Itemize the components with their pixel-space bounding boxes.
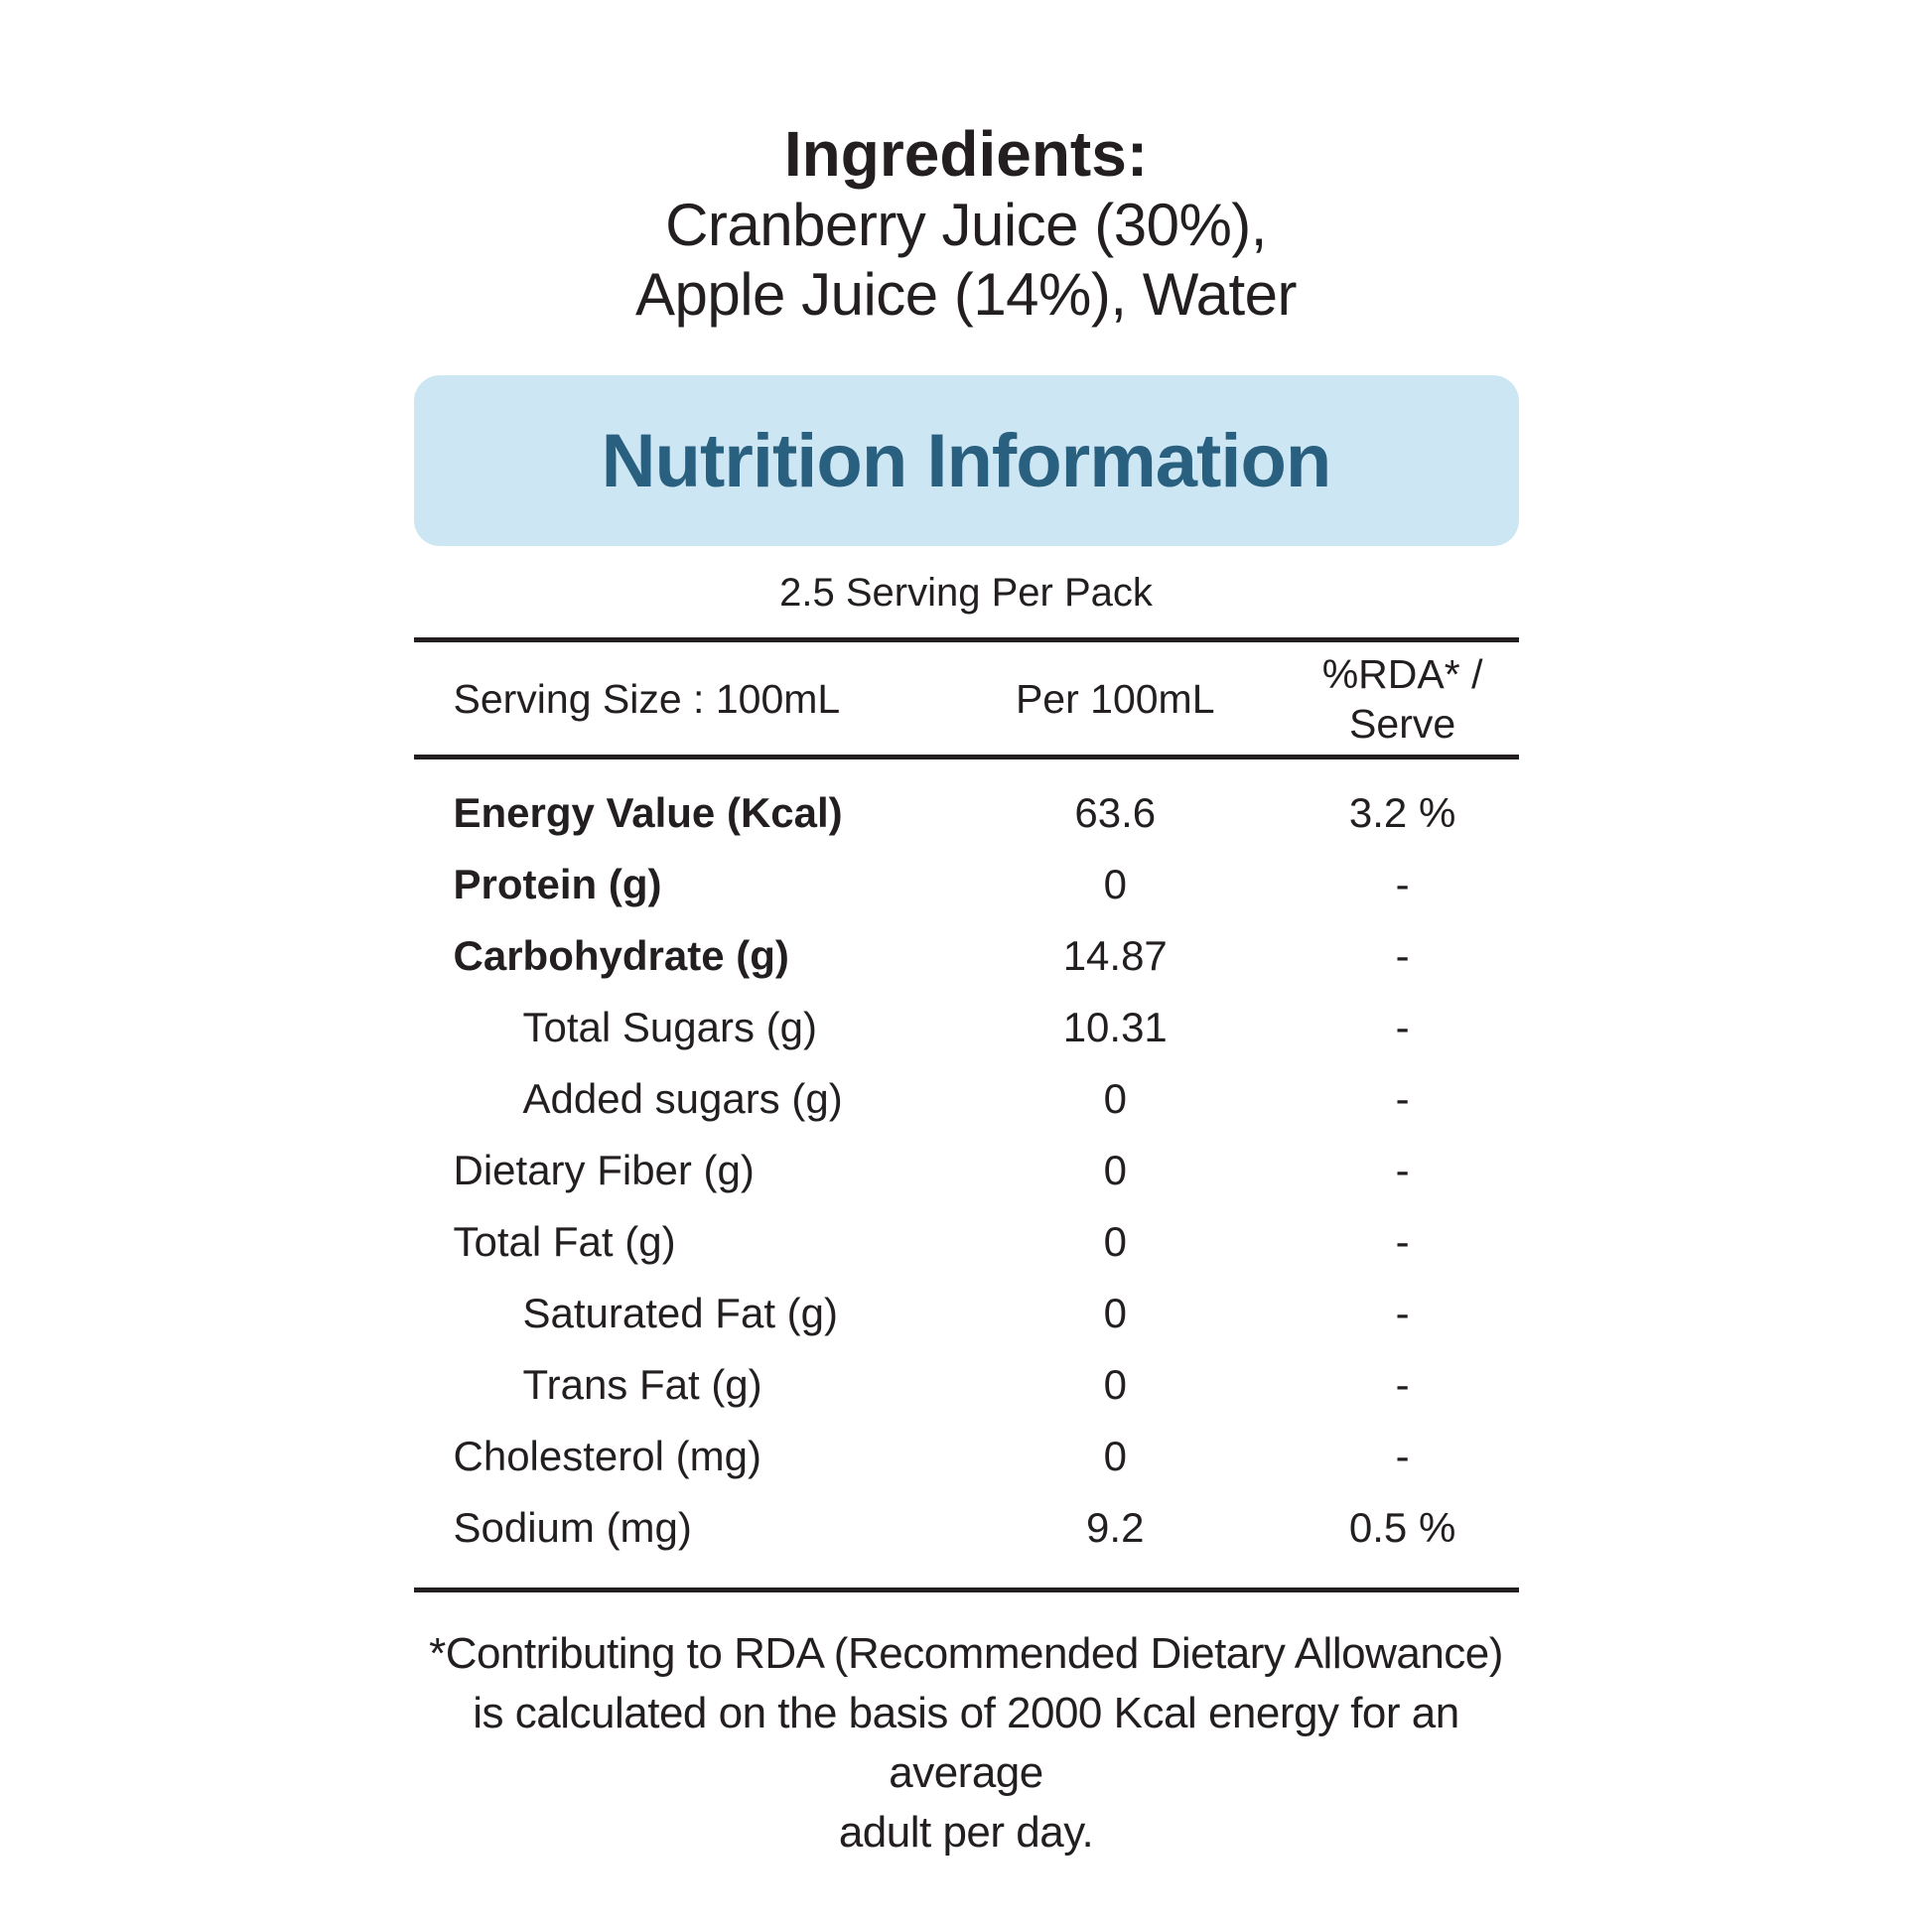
ingredients-heading: Ingredients: (783, 118, 1149, 190)
row-label: Trans Fat (g) (522, 1361, 762, 1408)
row-label: Saturated Fat (g) (522, 1290, 838, 1336)
footnote-line-3: adult per day. (838, 1808, 1094, 1857)
ingredients-line-2: Apple Juice (14%), Water (634, 261, 1298, 328)
row-rda-value: - (1395, 1361, 1410, 1408)
row-per-100ml-value: 0 (1103, 1075, 1127, 1122)
label-content: Ingredients: Cranberry Juice (30%), Appl… (413, 117, 1519, 1863)
footnote-line-1: *Contributing to RDA (Recommended Dietar… (429, 1629, 1503, 1678)
footnote-line-2: is calculated on the basis of 2000 Kcal … (473, 1689, 1459, 1797)
row-per-100ml-value: 9.2 (1086, 1504, 1145, 1551)
table-row: Saturated Fat (g) 0 - (414, 1278, 1519, 1349)
rda-header-line-2: Serve (1349, 700, 1456, 747)
row-label: Dietary Fiber (g) (453, 1147, 755, 1193)
serving-size-header: Serving Size : 100mL (453, 675, 841, 722)
nutrition-table-body: Energy Value (Kcal) 63.6 3.2 % Protein (g) 0… (413, 759, 1519, 1592)
row-label: Sodium (mg) (453, 1504, 692, 1551)
row-label: Cholesterol (mg) (453, 1433, 761, 1479)
servings-per-pack-text: 2.5 Serving Per Pack (779, 571, 1153, 615)
table-row: Protein (g) 0 - (414, 849, 1519, 920)
table-row: Cholesterol (mg) 0 - (414, 1421, 1519, 1492)
ingredients-line-1: Cranberry Juice (30%), (665, 192, 1267, 258)
row-per-100ml-value: 0 (1103, 861, 1127, 907)
rda-footnote: *Contributing to RDA (Recommended Dietar… (414, 1624, 1519, 1863)
row-per-100ml-value: 0 (1103, 1147, 1127, 1193)
row-per-100ml-value: 0 (1103, 1361, 1127, 1408)
row-per-100ml-value: 10.31 (1062, 1004, 1168, 1050)
row-per-100ml-value: 0 (1103, 1218, 1127, 1265)
table-row: Added sugars (g) 0 - (414, 1063, 1519, 1135)
row-rda-value: - (1395, 1147, 1410, 1193)
row-per-100ml-value: 0 (1103, 1433, 1127, 1479)
row-label: Protein (g) (453, 861, 662, 907)
row-label: Total Fat (g) (453, 1218, 676, 1265)
row-rda-value: 0.5 % (1348, 1504, 1456, 1551)
rda-header-line-1: %RDA* / (1321, 650, 1483, 697)
row-rda-value: - (1395, 1075, 1410, 1122)
nutrition-table: Serving Size : 100mL Per 100mL %RDA* / S… (413, 637, 1519, 1592)
row-per-100ml-value: 14.87 (1062, 932, 1168, 979)
row-rda-value: - (1395, 1290, 1410, 1336)
row-label: Energy Value (Kcal) (453, 789, 843, 836)
row-label: Added sugars (g) (522, 1075, 843, 1122)
row-rda-value: - (1395, 1218, 1410, 1265)
row-rda-value: - (1395, 1004, 1410, 1050)
per-100ml-header: Per 100mL (1015, 675, 1215, 722)
row-per-100ml-value: 0 (1103, 1290, 1127, 1336)
row-rda-value: - (1395, 1433, 1410, 1479)
rda-per-serve-header: %RDA* / Serve (1287, 649, 1519, 749)
nutrition-information-banner: Nutrition Information (413, 375, 1519, 546)
row-label: Total Sugars (g) (522, 1004, 817, 1050)
row-rda-value: 3.2 % (1348, 789, 1456, 836)
row-per-100ml-value: 63.6 (1074, 789, 1157, 836)
row-label: Carbohydrate (g) (453, 932, 789, 979)
table-row: Sodium (mg) 9.2 0.5 % (414, 1492, 1519, 1564)
nutrition-information-title: Nutrition Information (601, 418, 1332, 503)
ingredients-section: Ingredients: Cranberry Juice (30%), Appl… (414, 117, 1519, 330)
table-row: Total Fat (g) 0 - (414, 1206, 1519, 1278)
row-rda-value: - (1395, 932, 1410, 979)
row-rda-value: - (1395, 861, 1410, 907)
table-row: Total Sugars (g) 10.31 - (414, 992, 1519, 1063)
table-row: Energy Value (Kcal) 63.6 3.2 % (414, 777, 1519, 849)
nutrition-table-header-row: Serving Size : 100mL Per 100mL %RDA* / S… (413, 637, 1519, 759)
table-row: Carbohydrate (g) 14.87 - (414, 920, 1519, 992)
table-row: Trans Fat (g) 0 - (414, 1349, 1519, 1421)
table-row: Dietary Fiber (g) 0 - (414, 1135, 1519, 1206)
